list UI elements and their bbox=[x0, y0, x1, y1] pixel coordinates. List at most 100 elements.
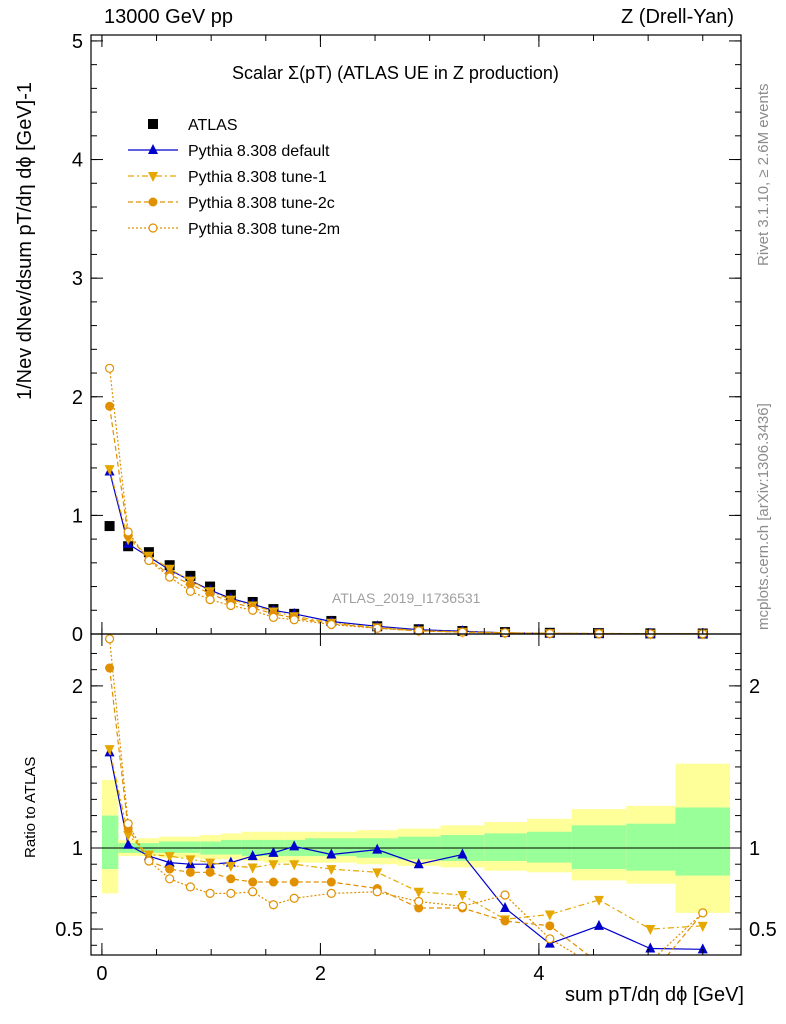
ratio-series-3 bbox=[104, 634, 708, 955]
main-y-tick-label: 0 bbox=[72, 624, 83, 646]
legend-entry: Pythia 8.308 tune-2c bbox=[128, 195, 335, 212]
x-tick-label: 2 bbox=[315, 963, 326, 985]
ratio-data-point bbox=[248, 877, 258, 887]
ratio-data-point bbox=[205, 867, 215, 877]
x-tick-label: 0 bbox=[96, 963, 107, 985]
ratio-y-tick-label: 2 bbox=[72, 676, 83, 698]
ratio-data-point bbox=[457, 848, 468, 859]
analysis-id-label: ATLAS_2019_I1736531 bbox=[332, 590, 481, 606]
ratio-data-point bbox=[545, 921, 555, 931]
ratio-data-point bbox=[165, 864, 175, 874]
ratio-data-point bbox=[247, 850, 258, 861]
x-tick-label: 4 bbox=[533, 963, 544, 985]
ratio-data-point bbox=[268, 877, 278, 887]
ratio-y-tick-label-right: 2 bbox=[749, 676, 760, 698]
main-data-point bbox=[105, 401, 115, 411]
ratio-y-tick-label: 1 bbox=[72, 838, 83, 860]
ratio-data-point bbox=[414, 903, 424, 913]
ratio-data-point bbox=[372, 868, 383, 879]
ratio-data-point bbox=[326, 865, 337, 876]
ratio-data-point bbox=[165, 874, 175, 884]
ratio-y-tick-label-right: 1 bbox=[749, 838, 760, 860]
ratio-data-point bbox=[457, 901, 468, 911]
main-data-point bbox=[414, 626, 424, 636]
ratio-data-point bbox=[372, 887, 382, 897]
ratio-data-point bbox=[326, 888, 336, 898]
ratio-data-point bbox=[697, 943, 708, 954]
x-axis-label: sum pT/dη dϕ [GeV] bbox=[564, 984, 744, 1006]
ratio-band-green bbox=[158, 841, 180, 853]
ratio-data-point bbox=[457, 891, 468, 902]
ratio-data-point bbox=[205, 888, 215, 898]
legend-entry: Pythia 8.308 tune-2m bbox=[128, 221, 340, 238]
ratio-data-point bbox=[372, 843, 383, 854]
ratio-data-point bbox=[289, 877, 299, 887]
main-data-point bbox=[268, 612, 279, 622]
main-y-tick-label: 1 bbox=[72, 505, 83, 527]
ratio-data-point bbox=[289, 860, 300, 871]
ratio-band-green bbox=[571, 825, 627, 870]
chart-title: Scalar Σ(pT) (ATLAS UE in Z production) bbox=[232, 63, 559, 83]
legend-entry: Pythia 8.308 tune-1 bbox=[128, 169, 327, 186]
main-data-point bbox=[165, 572, 175, 582]
main-data-point bbox=[289, 615, 299, 625]
main-data-point bbox=[185, 586, 196, 596]
ratio-data-point bbox=[123, 838, 134, 849]
panel-frames bbox=[90, 34, 742, 956]
ratio-band-green bbox=[221, 839, 242, 855]
ratio-band-green bbox=[526, 831, 572, 863]
ratio-data-point bbox=[500, 916, 510, 926]
legend-marker bbox=[148, 197, 158, 207]
ratio-data-point bbox=[144, 856, 154, 866]
ratio-band-green bbox=[179, 841, 201, 853]
ratio-band-green bbox=[675, 807, 731, 876]
ratio-data-point bbox=[593, 895, 604, 906]
main-data-point bbox=[205, 595, 215, 605]
main-data-point bbox=[104, 465, 115, 476]
ratio-band-green bbox=[484, 833, 527, 861]
ratio-data-point bbox=[268, 846, 279, 857]
ratio-data-point bbox=[289, 893, 299, 903]
main-y-axis-label: 1/Nev dNev/dsum pT/dη dϕ [GeV]-1 bbox=[14, 81, 36, 400]
ratio-y-tick-label: 0.5 bbox=[55, 919, 83, 941]
legend-entry: Pythia 8.308 default bbox=[128, 143, 330, 160]
ratio-data-point bbox=[185, 867, 195, 877]
ratio-data-point bbox=[164, 852, 175, 863]
ratio-band-green bbox=[626, 823, 676, 871]
main-data-point bbox=[326, 619, 336, 630]
main-data-point bbox=[104, 521, 115, 532]
legend-label: Pythia 8.308 tune-2c bbox=[188, 195, 335, 212]
mcplots-label: mcplots.cern.ch [arXiv:1306.3436] bbox=[755, 403, 772, 630]
ratio-data-point bbox=[268, 860, 279, 871]
main-data-point bbox=[144, 555, 154, 566]
ratio-data-point bbox=[225, 861, 236, 872]
rivet-version-label: Rivet 3.1.10, ≥ 2.6M events bbox=[755, 83, 772, 267]
main-data-point bbox=[123, 527, 133, 537]
legend-label: Pythia 8.308 default bbox=[188, 143, 330, 160]
ratio-data-point bbox=[326, 877, 336, 887]
main-data-point bbox=[185, 579, 195, 589]
ratio-data-point bbox=[413, 887, 424, 898]
legend: ATLAS Pythia 8.308 default Pythia 8.308 tu… bbox=[128, 117, 340, 238]
axis-ticks: 0 1 2 3 4 5 0.5 0.5 1 1 2 2 0 2 4 bbox=[55, 31, 777, 985]
main-data-point bbox=[372, 623, 382, 633]
main-y-tick-label: 3 bbox=[72, 268, 83, 290]
ratio-data-point bbox=[545, 934, 555, 944]
main-data-point bbox=[104, 363, 115, 373]
main-data-point bbox=[457, 627, 468, 637]
ratio-data-point bbox=[289, 840, 300, 851]
legend-marker bbox=[148, 223, 158, 233]
ratio-data-point bbox=[226, 874, 236, 884]
ratio-data-point bbox=[123, 819, 133, 829]
ratio-data-point bbox=[123, 831, 134, 842]
header-right-label: Z (Drell-Yan) bbox=[621, 6, 734, 28]
main-data-point bbox=[164, 564, 175, 575]
ratio-data-point bbox=[698, 908, 708, 918]
ratio-data-point bbox=[326, 848, 337, 859]
ratio-panel-series bbox=[104, 634, 708, 955]
ratio-data-point bbox=[697, 921, 708, 932]
ratio-data-point bbox=[185, 855, 196, 866]
ratio-y-axis-label: Ratio to ATLAS bbox=[22, 756, 39, 858]
ratio-data-point bbox=[143, 850, 154, 861]
